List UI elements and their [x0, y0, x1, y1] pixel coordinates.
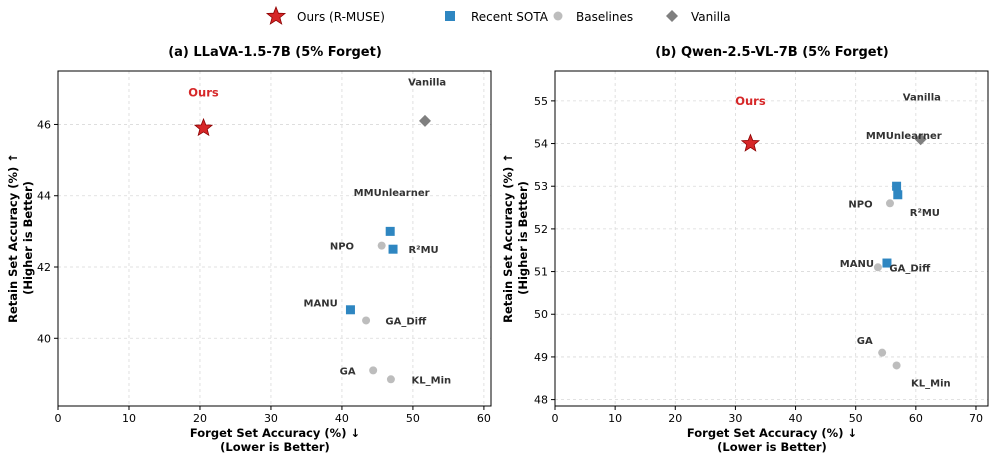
star-icon [265, 5, 287, 25]
panel-b-point-npo-label: NPO [848, 199, 872, 210]
panel-b-point-mmunlearner [892, 181, 902, 191]
panel-b-ticks: 0 10 20 30 40 50 60 70 48 49 50 51 52 53 54 55 [534, 95, 983, 425]
panel-b-point-r-mu-label: R²MU [910, 208, 940, 219]
panel-b-xlabel-line1: Forget Set Accuracy (%) ↓ [687, 426, 857, 440]
panel-b-point-ga [878, 348, 887, 357]
panel-a-point-ours-label: Ours [188, 85, 219, 99]
panel-b-point-ga-diff [882, 258, 892, 268]
panel-b-xlabel-line2: (Lower is Better) [717, 440, 827, 454]
panel-a-ylabel-line1: Retain Set Accuracy (%) ↑ [6, 153, 20, 323]
panel-b-point-r-mu [893, 190, 903, 200]
panel-a-point-ga-diff-label: GA_Diff [385, 316, 427, 327]
panel-a-title: (a) LLaVA-1.5-7B (5% Forget) [168, 45, 382, 60]
panel-a-point-npo-label: NPO [330, 242, 354, 253]
panel-a-xtick-label: 40 [335, 412, 349, 425]
panel-a-xtick-label: 60 [477, 412, 491, 425]
panel-a-xlabel-line1: Forget Set Accuracy (%) ↓ [190, 426, 360, 440]
panel-b-ytick-label: 48 [534, 394, 548, 407]
diamond-icon [666, 10, 678, 22]
panel-b-ytick-label: 54 [534, 138, 548, 151]
panel-b-xtick-label: 20 [668, 412, 682, 425]
panel-b-marks: Ours Vanilla MMUnlearner R²MU NPO MANU GA_Diff… [735, 93, 950, 390]
panel-b-ytick-label: 53 [534, 180, 548, 193]
panel-b-xtick-label: 60 [909, 412, 923, 425]
panel-a-frame [57, 70, 492, 407]
panel-b-point-ga-diff-label: GA_Diff [889, 263, 931, 274]
panel-b-ytick-label: 50 [534, 308, 548, 321]
panel-a-xtick-label: 50 [406, 412, 420, 425]
panel-b-point-vanilla [914, 133, 927, 146]
panel-a: (a) LLaVA-1.5-7B (5% Forget) 0 10 20 30 40 50… [6, 45, 492, 454]
legend-label-ours: Ours (R-MUSE) [297, 10, 385, 24]
panel-b-point-vanilla-label: Vanilla [903, 93, 941, 104]
panel-b-point-ga-label: GA [857, 336, 873, 347]
panel-a-point-r-mu [388, 244, 398, 254]
legend-item-ours: Ours (R-MUSE) [265, 5, 385, 25]
panel-b-point-kl-min-label: KL_Min [911, 379, 951, 390]
panel-a-xlabel-line2: (Lower is Better) [220, 440, 330, 454]
panel-b-grid [554, 71, 988, 406]
panel-b-ytick-label: 55 [534, 95, 548, 108]
panel-a-xtick-label: 0 [55, 412, 62, 425]
panel-b-point-kl-min [892, 361, 901, 370]
legend-item-vanilla: Vanilla [666, 10, 731, 24]
panel-a-marks: Ours Vanilla MMUnlearner R²MU NPO MANU GA_Diff… [188, 78, 451, 387]
panel-a-point-r-mu-label: R²MU [408, 245, 438, 256]
panel-b-point-ours-label: Ours [735, 94, 766, 108]
circle-icon [553, 11, 563, 21]
panel-b-point-mmunlearner-label: MMUnlearner [866, 131, 942, 142]
square-icon [445, 11, 455, 21]
panel-a-point-kl-min [386, 375, 395, 384]
panel-a-point-manu [345, 305, 355, 315]
panel-b-point-npo [885, 199, 894, 208]
panel-a-ticks: 0 10 20 30 40 50 60 40 42 44 46 [37, 118, 491, 425]
panel-a-point-mmunlearner [385, 226, 395, 236]
panel-b-xtick-label: 40 [789, 412, 803, 425]
panel-b-point-manu [873, 263, 882, 272]
panel-a-point-ours [193, 117, 214, 137]
panel-a-point-ga-diff [362, 316, 371, 325]
panel-b-ylabel-line2: (Higher is Better) [516, 181, 530, 295]
legend: Ours (R-MUSE) Recent SOTA Baselines Vani… [265, 5, 731, 25]
panel-b-title: (b) Qwen-2.5-VL-7B (5% Forget) [655, 45, 888, 60]
legend-label-vanilla: Vanilla [691, 10, 731, 24]
panel-a-point-ga-label: GA [340, 366, 356, 377]
panel-a-point-vanilla [418, 114, 431, 127]
panel-b-ytick-label: 51 [534, 266, 548, 279]
legend-item-sota: Recent SOTA [445, 10, 549, 24]
panel-a-point-mmunlearner-label: MMUnlearner [354, 188, 430, 199]
panel-a-ytick-label: 42 [37, 261, 51, 274]
panel-b-frame [554, 70, 989, 407]
panel-b-xtick-label: 0 [552, 412, 559, 425]
panel-a-point-kl-min-label: KL_Min [412, 375, 452, 386]
panel-b-xtick-label: 10 [608, 412, 622, 425]
panel-b-point-ours [740, 133, 761, 152]
panel-a-ytick-label: 46 [37, 118, 51, 131]
panel-b-ytick-label: 49 [534, 351, 548, 364]
panel-a-ylabel-line2: (Higher is Better) [21, 181, 35, 295]
panel-a-ytick-label: 40 [37, 332, 51, 345]
panel-b-ytick-label: 52 [534, 223, 548, 236]
panel-a-xtick-label: 30 [264, 412, 278, 425]
panel-a-xtick-label: 20 [193, 412, 207, 425]
panel-a-xtick-label: 10 [122, 412, 136, 425]
panel-a-point-ga [369, 366, 378, 375]
panel-a-point-npo [377, 241, 386, 250]
panel-b-xtick-label: 70 [969, 412, 983, 425]
panel-b-xtick-label: 50 [849, 412, 863, 425]
panel-b-xtick-label: 30 [728, 412, 742, 425]
panel-b-ylabel-line1: Retain Set Accuracy (%) ↑ [501, 153, 515, 323]
legend-label-sota: Recent SOTA [471, 10, 549, 24]
panel-a-point-manu-label: MANU [304, 299, 338, 310]
panel-a-ytick-label: 44 [37, 190, 51, 203]
panel-b: (b) Qwen-2.5-VL-7B (5% Forget) 0 10 20 30 40… [501, 45, 989, 454]
legend-item-baseline: Baselines [553, 10, 633, 24]
panel-b-point-manu-label: MANU [840, 259, 874, 270]
panel-a-point-vanilla-label: Vanilla [408, 78, 446, 89]
legend-label-baseline: Baselines [576, 10, 633, 24]
